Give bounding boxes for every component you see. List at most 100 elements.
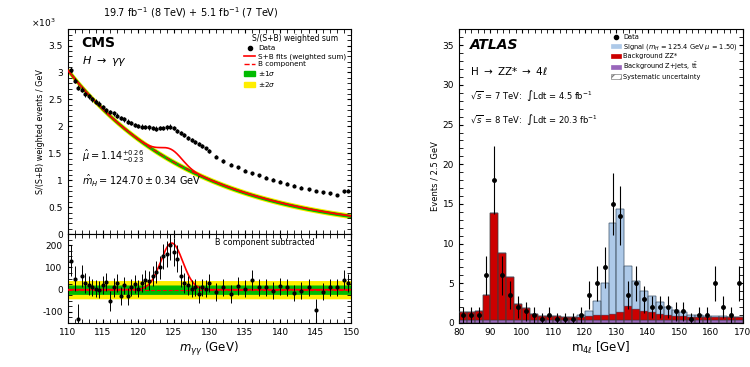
Bar [522,306,530,310]
Bar [561,317,569,323]
Bar [482,320,490,323]
Bar [656,314,664,320]
Bar [482,291,490,299]
Bar [640,291,648,310]
Text: CMS: CMS [82,36,116,50]
Bar [514,304,522,323]
Bar [671,320,680,323]
Bar [538,315,545,317]
Bar [671,310,680,323]
Bar [664,315,671,320]
Bar [569,317,577,320]
Bar [632,275,640,288]
Bar [514,302,522,307]
Bar [616,312,624,320]
Bar [592,298,601,304]
Bar [592,301,601,315]
Bar [592,320,601,323]
Bar [530,320,538,323]
Bar [601,277,608,289]
Bar [545,315,554,317]
Bar [711,315,718,317]
Bar [671,308,680,312]
Bar [680,320,687,323]
Bar [664,320,671,323]
Text: $\times10^3$: $\times10^3$ [31,17,56,29]
Bar [703,320,711,323]
Bar [545,316,554,320]
Bar [656,320,664,323]
Bar [554,316,561,323]
Bar [687,317,695,320]
Bar [695,317,703,320]
Bar [601,283,608,315]
Bar [554,320,561,323]
Bar [632,309,640,320]
Bar [608,320,616,323]
Text: $\sqrt{s}$ = 7 TeV:  $\int$Ldt = 4.5 fb$^{-1}$: $\sqrt{s}$ = 7 TeV: $\int$Ldt = 4.5 fb$^… [470,88,592,103]
X-axis label: m$_{4\ell}$ [GeV]: m$_{4\ell}$ [GeV] [572,339,630,356]
Bar [545,316,554,323]
Bar [530,314,538,323]
Bar [466,312,475,323]
Bar [466,312,475,320]
Bar [522,308,530,323]
Bar [680,316,687,320]
Bar [656,302,664,323]
Text: $\sqrt{s}$ = 8 TeV:  $\int$Ldt = 20.3 fb$^{-1}$: $\sqrt{s}$ = 8 TeV: $\int$Ldt = 20.3 fb$… [470,112,598,127]
Text: ATLAS: ATLAS [470,38,519,52]
Bar [585,310,592,313]
Bar [530,312,538,315]
Bar [727,316,734,317]
Bar [718,315,727,317]
Bar [640,286,648,296]
Bar [648,312,656,320]
Bar [459,312,466,320]
Bar [561,316,569,318]
Bar [577,314,585,317]
Bar [554,316,561,320]
Bar [664,308,671,315]
Bar [506,320,514,323]
Bar [475,310,482,313]
Bar [680,312,687,323]
Bar [608,314,616,320]
Bar [475,312,482,320]
Text: 19.7 fb$^{-1}$ (8 TeV) + 5.1 fb$^{-1}$ (7 TeV): 19.7 fb$^{-1}$ (8 TeV) + 5.1 fb$^{-1}$ (… [104,5,279,20]
Bar [601,320,608,323]
Text: H $\rightarrow$ $\gamma\gamma$: H $\rightarrow$ $\gamma\gamma$ [82,54,127,68]
Bar [640,320,648,323]
Bar [680,310,687,314]
Bar [514,320,522,323]
Bar [569,316,577,317]
Text: B component subtracted: B component subtracted [215,238,315,247]
Bar [466,310,475,314]
Text: $\hat{m}_H = 124.70 \pm 0.34$ GeV: $\hat{m}_H = 124.70 \pm 0.34$ GeV [82,173,201,189]
Bar [490,197,498,229]
Bar [624,266,632,306]
Bar [734,320,742,323]
Bar [577,315,585,317]
Bar [475,312,482,323]
Bar [577,320,585,323]
Bar [577,315,585,323]
Bar [522,308,530,320]
Bar [498,253,506,320]
Bar [703,316,711,323]
Bar [498,320,506,323]
Bar [522,320,530,323]
Bar [592,315,601,320]
Bar [711,320,718,323]
Bar [482,295,490,320]
Bar [703,316,711,317]
Bar [608,207,616,238]
Bar [601,315,608,320]
Bar [506,270,514,283]
Y-axis label: S/(S+B) weighted events / GeV: S/(S+B) weighted events / GeV [37,69,46,194]
Bar [482,295,490,323]
Bar [459,310,466,314]
Y-axis label: Events / 2.5 GeV: Events / 2.5 GeV [430,141,439,211]
Bar [727,320,734,323]
Bar [624,306,632,320]
Bar [671,310,680,316]
